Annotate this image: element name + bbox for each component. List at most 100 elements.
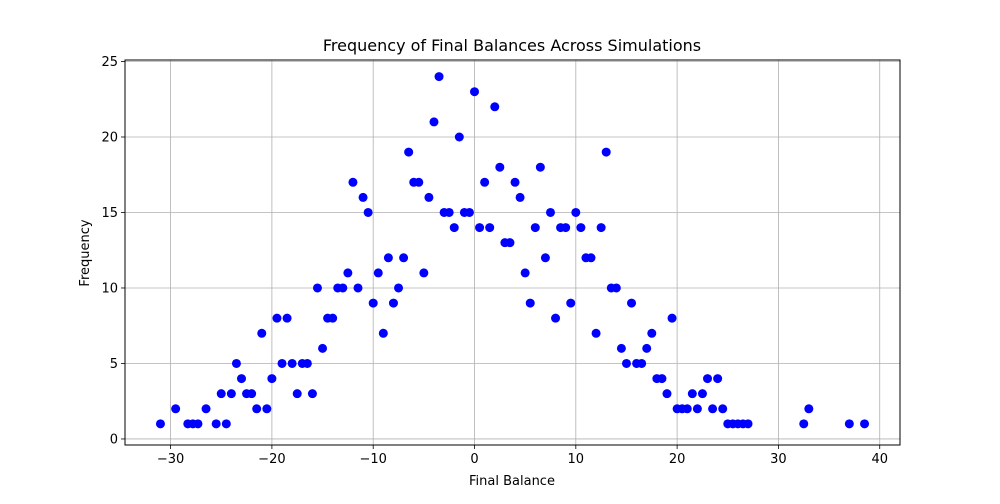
data-point: [844, 419, 854, 429]
data-point: [586, 253, 596, 263]
x-tick-label: 0: [470, 452, 478, 467]
data-point: [338, 283, 348, 293]
data-point: [378, 328, 388, 338]
data-point: [343, 268, 353, 278]
data-point: [571, 207, 581, 217]
data-point: [353, 283, 363, 293]
data-point: [505, 238, 515, 248]
data-point: [657, 374, 667, 384]
y-axis-label: Frequency: [78, 219, 93, 286]
plot-frame: [124, 59, 901, 446]
x-tick-label: 40: [871, 452, 888, 467]
data-point: [171, 404, 181, 414]
x-tick-label: −30: [157, 452, 184, 467]
x-tick-label: −20: [258, 452, 285, 467]
y-axis: 0 5 10 15 20 25: [101, 55, 125, 447]
data-point: [591, 328, 601, 338]
data-point: [454, 132, 464, 142]
data-point: [470, 87, 480, 97]
data-point: [363, 207, 373, 217]
data-point: [601, 147, 611, 157]
data-point: [221, 419, 231, 429]
y-tick-label: 25: [101, 55, 118, 70]
data-point: [682, 404, 692, 414]
data-point: [515, 192, 525, 202]
data-point: [307, 389, 317, 399]
data-point: [667, 313, 677, 323]
data-point: [687, 389, 697, 399]
x-tick-label: 20: [669, 452, 686, 467]
data-point: [434, 72, 444, 82]
data-point: [647, 328, 657, 338]
y-tick-label: 15: [101, 206, 118, 221]
data-point: [292, 389, 302, 399]
data-point: [419, 268, 429, 278]
data-point: [566, 298, 576, 308]
data-point: [358, 192, 368, 202]
data-point: [621, 358, 631, 368]
data-point: [388, 298, 398, 308]
data-point: [282, 313, 292, 323]
data-point: [551, 313, 561, 323]
data-point: [464, 207, 474, 217]
data-point: [193, 419, 203, 429]
data-point: [860, 419, 870, 429]
data-point: [383, 253, 393, 263]
data-point: [424, 192, 434, 202]
data-point: [703, 374, 713, 384]
data-point: [799, 419, 809, 429]
data-point: [490, 102, 500, 112]
data-point: [480, 177, 490, 187]
data-point: [277, 358, 287, 368]
data-point: [708, 404, 718, 414]
data-point: [414, 177, 424, 187]
data-point: [495, 162, 505, 172]
data-point: [561, 223, 571, 233]
data-point: [257, 328, 267, 338]
data-point: [535, 162, 545, 172]
data-point: [267, 374, 277, 384]
data-point: [318, 343, 328, 353]
data-point: [394, 283, 404, 293]
data-point: [510, 177, 520, 187]
data-point: [211, 419, 221, 429]
y-tick-label: 20: [101, 131, 118, 146]
y-tick-label: 5: [110, 357, 118, 372]
data-point: [226, 389, 236, 399]
data-point: [611, 283, 621, 293]
data-point: [718, 404, 728, 414]
data-point: [155, 419, 165, 429]
data-point: [373, 268, 383, 278]
data-point: [216, 389, 226, 399]
data-point: [540, 253, 550, 263]
grid: [125, 60, 900, 445]
data-point: [287, 358, 297, 368]
y-tick-label: 10: [101, 281, 118, 296]
data-point: [485, 223, 495, 233]
data-point: [247, 389, 257, 399]
x-tick-label: 10: [568, 452, 585, 467]
data-point: [302, 358, 312, 368]
data-point: [520, 268, 530, 278]
data-point: [627, 298, 637, 308]
data-point: [262, 404, 272, 414]
data-point: [272, 313, 282, 323]
data-point: [743, 419, 753, 429]
data-point: [399, 253, 409, 263]
data-point: [804, 404, 814, 414]
data-point: [662, 389, 672, 399]
data-point: [252, 404, 262, 414]
data-point: [596, 223, 606, 233]
x-tick-label: −10: [359, 452, 386, 467]
data-point: [348, 177, 358, 187]
data-point: [637, 358, 647, 368]
x-axis: −30 −20 −10 0 10 20 30 40: [157, 445, 888, 467]
data-point: [475, 223, 485, 233]
data-point: [201, 404, 211, 414]
data-point: [449, 223, 459, 233]
data-point: [697, 389, 707, 399]
data-point: [404, 147, 414, 157]
data-point: [576, 223, 586, 233]
x-axis-label: Final Balance: [469, 474, 555, 489]
